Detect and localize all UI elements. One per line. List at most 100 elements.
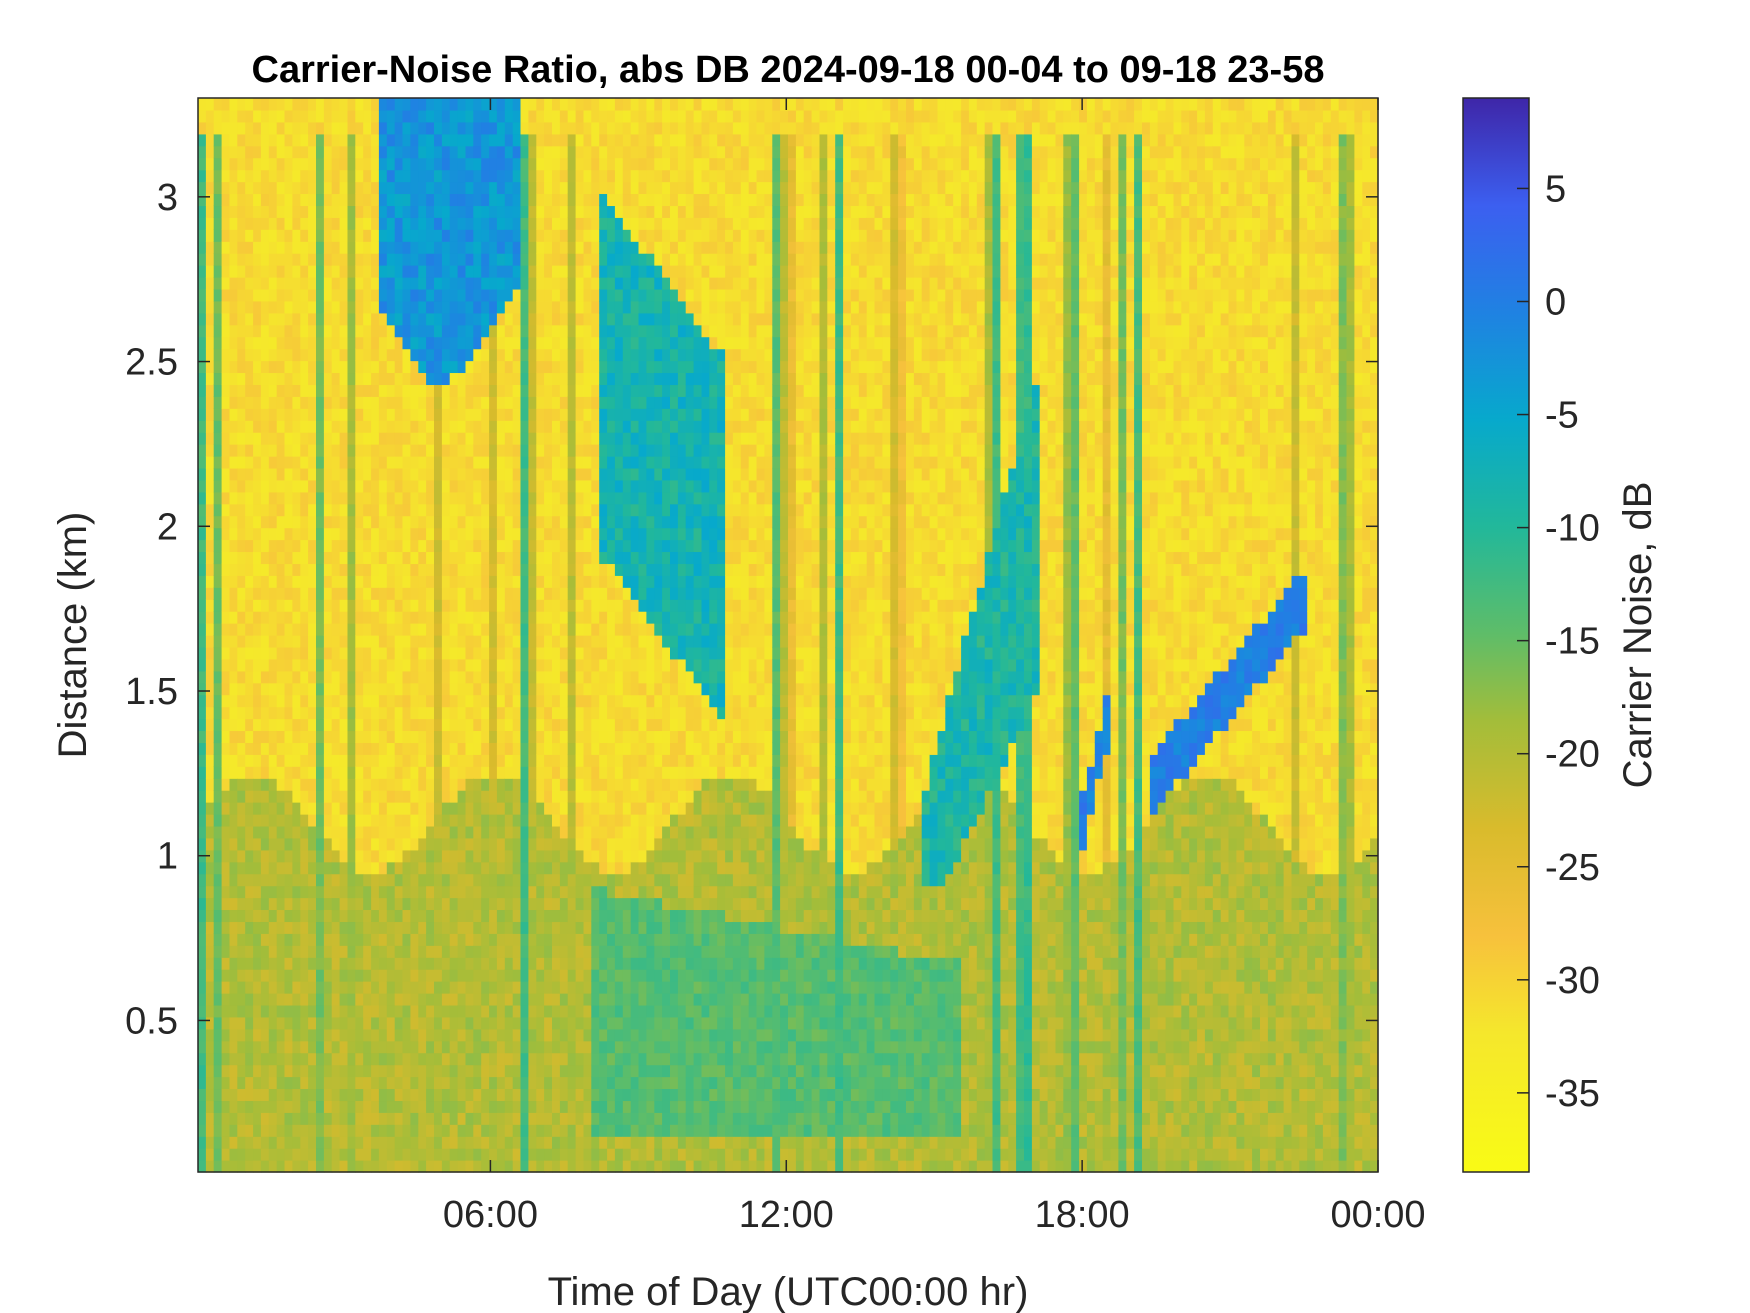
- heatmap-cell: [559, 145, 569, 159]
- heatmap-cell: [622, 467, 632, 481]
- heatmap-cell: [284, 706, 293, 720]
- heatmap-cell: [481, 396, 490, 409]
- heatmap-cell: [410, 599, 419, 612]
- heatmap-cell: [489, 288, 498, 302]
- heatmap-cell: [481, 384, 490, 397]
- heatmap-cell: [426, 527, 435, 541]
- heatmap-cell: [339, 945, 349, 958]
- heatmap-cell: [268, 1112, 278, 1125]
- heatmap-cell: [198, 587, 207, 600]
- heatmap-cell: [363, 706, 372, 720]
- heatmap-cell: [575, 467, 585, 481]
- heatmap-cell: [229, 253, 238, 266]
- heatmap-cell: [536, 396, 545, 409]
- heatmap-cell: [441, 503, 451, 517]
- heatmap-cell: [308, 396, 317, 409]
- heatmap-cell: [583, 372, 592, 386]
- heatmap-cell: [347, 1160, 356, 1173]
- heatmap-cell: [504, 646, 514, 660]
- heatmap-cell: [536, 1028, 545, 1042]
- heatmap-cell: [221, 921, 231, 934]
- heatmap-cell: [292, 825, 301, 839]
- heatmap-cell: [418, 265, 427, 278]
- heatmap-cell: [300, 169, 309, 183]
- heatmap-cell: [473, 1052, 482, 1066]
- heatmap-cell: [520, 563, 529, 576]
- heatmap-cell: [355, 1016, 364, 1030]
- heatmap-cell: [599, 396, 608, 409]
- heatmap-cell: [386, 444, 396, 457]
- heatmap-cell: [449, 527, 459, 541]
- heatmap-cell: [229, 909, 238, 923]
- heatmap-cell: [449, 1088, 459, 1102]
- heatmap-cell: [237, 300, 246, 314]
- heatmap-cell: [284, 694, 293, 708]
- heatmap-cell: [402, 635, 411, 648]
- heatmap-cell: [394, 563, 404, 576]
- heatmap-cell: [614, 1112, 624, 1125]
- heatmap-cell: [512, 1076, 522, 1090]
- heatmap-cell: [536, 981, 545, 994]
- heatmap-cell: [308, 1124, 317, 1137]
- heatmap-cell: [410, 563, 419, 576]
- heatmap-cell: [371, 754, 380, 767]
- heatmap-cell: [607, 157, 616, 171]
- heatmap-cell: [583, 348, 592, 362]
- heatmap-cell: [394, 384, 404, 397]
- heatmap-cell: [434, 205, 443, 218]
- heatmap-cell: [355, 98, 364, 111]
- heatmap-cell: [465, 790, 474, 803]
- heatmap-cell: [237, 1136, 246, 1149]
- heatmap-cell: [528, 957, 537, 970]
- heatmap-cell: [371, 193, 380, 207]
- heatmap-cell: [520, 670, 529, 684]
- heatmap-cell: [622, 265, 632, 278]
- heatmap-cell: [371, 1064, 380, 1078]
- heatmap-cell: [473, 408, 482, 421]
- heatmap-cell: [520, 730, 529, 744]
- heatmap-cell: [394, 98, 404, 111]
- heatmap-cell: [512, 1004, 522, 1018]
- heatmap-cell: [198, 778, 207, 791]
- heatmap-cell: [316, 933, 325, 946]
- heatmap-cell: [418, 742, 427, 755]
- heatmap-cell: [260, 288, 270, 302]
- heatmap-cell: [449, 1148, 459, 1161]
- heatmap-cell: [567, 265, 577, 278]
- heatmap-cell: [449, 1124, 459, 1137]
- heatmap-cell: [489, 527, 498, 541]
- heatmap-cell: [544, 933, 553, 946]
- heatmap-cell: [418, 1136, 427, 1149]
- heatmap-cell: [213, 288, 223, 302]
- heatmap-cell: [520, 861, 529, 875]
- heatmap-cell: [253, 1004, 262, 1018]
- heatmap-cell: [245, 372, 254, 386]
- heatmap-cell: [284, 360, 293, 374]
- heatmap-cell: [441, 169, 451, 183]
- heatmap-cell: [457, 1136, 467, 1149]
- heatmap-cell: [292, 551, 301, 565]
- heatmap-cell: [504, 563, 514, 576]
- heatmap-cell: [198, 921, 207, 934]
- heatmap-cell: [355, 563, 364, 576]
- heatmap-cell: [559, 193, 569, 207]
- heatmap-cell: [520, 575, 529, 588]
- heatmap-cell: [213, 420, 223, 433]
- heatmap-cell: [316, 229, 325, 242]
- heatmap-cell: [528, 408, 537, 421]
- heatmap-cell: [198, 945, 207, 958]
- heatmap-cell: [284, 491, 293, 505]
- heatmap-cell: [622, 229, 632, 242]
- heatmap-cell: [575, 229, 585, 242]
- heatmap-cell: [292, 1004, 301, 1018]
- heatmap-cell: [630, 981, 640, 994]
- heatmap-cell: [481, 646, 490, 660]
- heatmap-cell: [434, 265, 443, 278]
- heatmap-cell: [308, 145, 317, 159]
- heatmap-cell: [575, 921, 585, 934]
- heatmap-cell: [363, 241, 372, 254]
- heatmap-cell: [410, 623, 419, 636]
- heatmap-cell: [512, 145, 522, 159]
- heatmap-cell: [394, 599, 404, 612]
- heatmap-cell: [260, 825, 270, 839]
